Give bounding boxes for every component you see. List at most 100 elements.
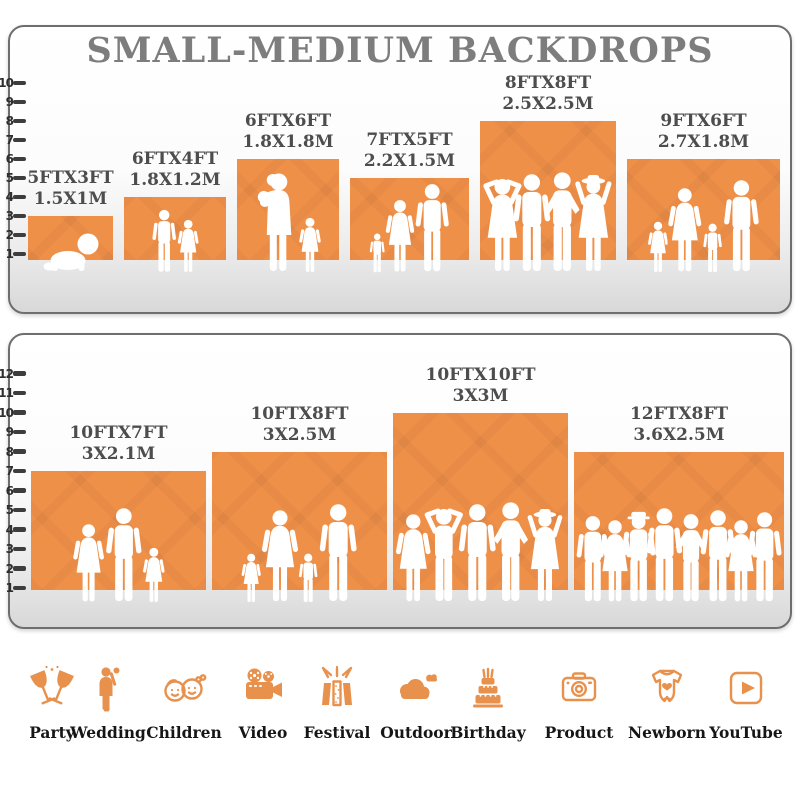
man-silhouette (722, 179, 760, 273)
figures-5ftx3ft (41, 231, 101, 273)
figures-10ftx8ft (241, 503, 359, 603)
category-outdoor: Outdoor (366, 664, 466, 742)
size-m-text: 1.5X1M (33, 189, 108, 209)
size-m-text: 2.5X2.5M (502, 94, 594, 114)
ruler-mark-8: 8 (5, 444, 14, 459)
ruler-mark-5: 5 (5, 171, 14, 185)
ruler-tick-9 (13, 429, 26, 435)
woman-hat-silhouette (572, 175, 615, 273)
figures-6ftx4ft (151, 209, 198, 273)
category-birthday: Birthday (438, 664, 538, 742)
ruler-mark-11: 11 (0, 386, 14, 400)
backdrop-size-label-10ftx7ft: 10FTX7FT 3X2.1M (69, 423, 167, 465)
figures-10ftx7ft (72, 507, 165, 603)
ruler-tick-10 (13, 80, 26, 86)
girl-silhouette (177, 219, 199, 273)
children-icon (160, 664, 208, 712)
backdrop-rect-6ftx4ft (124, 197, 226, 260)
category-label-outdoor: Outdoor (380, 723, 452, 742)
ruler-tick-10 (13, 410, 26, 415)
ruler-tick-6 (13, 156, 26, 162)
birthday-icon (464, 664, 512, 712)
size-ft-text: 10FTX8FT (250, 403, 349, 424)
girl-silhouette (299, 217, 321, 273)
category-newborn: Newborn (617, 664, 717, 742)
girl-silhouette (241, 553, 261, 603)
size-m-text: 1.8X1.8M (242, 132, 334, 152)
size-ft-text: 10FTX7FT (69, 423, 168, 443)
girl-silhouette (143, 547, 165, 603)
ruler-tick-4 (13, 194, 26, 200)
ruler-mark-1: 1 (5, 247, 14, 261)
girl-silhouette (647, 221, 668, 273)
category-label-wedding: Wedding (70, 723, 146, 742)
ruler-mark-12: 12 (0, 366, 14, 381)
ruler-mark-6: 6 (5, 152, 14, 166)
ruler-mark-6: 6 (5, 483, 14, 498)
size-m-text: 3X2.1M (81, 444, 156, 464)
video-icon (239, 664, 287, 712)
size-ft-text: 10FTX10FT (425, 364, 536, 385)
man-silhouette (104, 507, 142, 603)
size-m-text: 1.8X1.2M (129, 170, 221, 190)
festival-icon (313, 664, 361, 712)
ruler-mark-4: 4 (5, 190, 14, 204)
ruler-tick-6 (13, 488, 26, 493)
ruler-tick-2 (13, 232, 26, 238)
ruler-tick-7 (13, 137, 26, 143)
backdrop-size-label-6ftx4ft: 6FTX4FT 1.8X1.2M (129, 149, 220, 191)
ruler-tick-3 (13, 546, 26, 552)
ruler-tick-8 (13, 118, 26, 124)
ruler-tick-5 (13, 175, 26, 181)
size-ft-text: 6FTX6FT (244, 111, 332, 131)
ruler-mark-9: 9 (5, 95, 14, 109)
woman-silhouette (72, 523, 104, 603)
ruler-mark-5: 5 (5, 503, 14, 517)
backdrop-size-label-10ftx8ft: 10FTX8FT 3X2.5M (250, 404, 348, 446)
ruler-mark-4: 4 (5, 522, 14, 537)
ruler-mark-3: 3 (5, 209, 14, 223)
backdrop-size-label-7ftx5ft: 7FTX5FT 2.2X1.5M (364, 130, 455, 172)
category-label-youtube: YouTube (709, 723, 783, 742)
size-m-text: 3.6X2.5M (633, 424, 725, 445)
child-silhouette (298, 553, 318, 603)
ruler-mark-10: 10 (0, 405, 14, 420)
baby-crawling-silhouette (41, 231, 101, 273)
category-wedding: Wedding (58, 664, 158, 742)
category-video: Video (213, 664, 313, 742)
ruler-mark-9: 9 (5, 425, 14, 439)
man-silhouette (318, 503, 358, 603)
ruler-tick-9 (13, 99, 26, 105)
ruler-mark-1: 1 (5, 581, 14, 595)
ruler-tick-2 (13, 566, 26, 571)
youtube-icon (722, 664, 770, 712)
backdrop-size-label-5ftx3ft: 5FTX3FT 1.5X1M (27, 168, 113, 210)
man-silhouette (414, 183, 450, 273)
category-youtube: YouTube (696, 664, 796, 742)
child-silhouette (702, 223, 722, 273)
size-ft-text: 12FTX8FT (629, 403, 729, 424)
woman-silhouette (385, 199, 415, 273)
backdrop-rect-6ftx6ft (237, 159, 339, 260)
figures-7ftx5ft (369, 183, 451, 273)
ruler-tick-12 (13, 371, 26, 376)
backdrop-size-label-10ftx10ft: 10FTX10FT 3X3M (426, 365, 536, 407)
backdrop-rect-7ftx5ft (350, 178, 469, 260)
ruler-tick-1 (13, 251, 26, 257)
ruler-mark-3: 3 (5, 542, 14, 556)
figures-10ftx10ft (400, 501, 561, 603)
size-m-text: 3X3M (452, 385, 509, 406)
ruler-mark-10: 10 (0, 76, 14, 90)
category-label-children: Children (146, 723, 222, 742)
ruler-mark-7: 7 (5, 464, 14, 478)
ruler-tick-4 (13, 527, 26, 532)
wedding-icon (84, 664, 132, 712)
ruler-mark-8: 8 (5, 114, 14, 128)
size-ft-text: 8FTX8FT (504, 73, 592, 93)
ruler-mark-2: 2 (5, 561, 14, 576)
ruler-mark-2: 2 (5, 228, 14, 242)
backdrop-size-label-8ftx8ft: 8FTX8FT 2.5X2.5M (502, 73, 593, 115)
size-ft-text: 5FTX3FT (27, 168, 114, 188)
product-icon (555, 664, 603, 712)
